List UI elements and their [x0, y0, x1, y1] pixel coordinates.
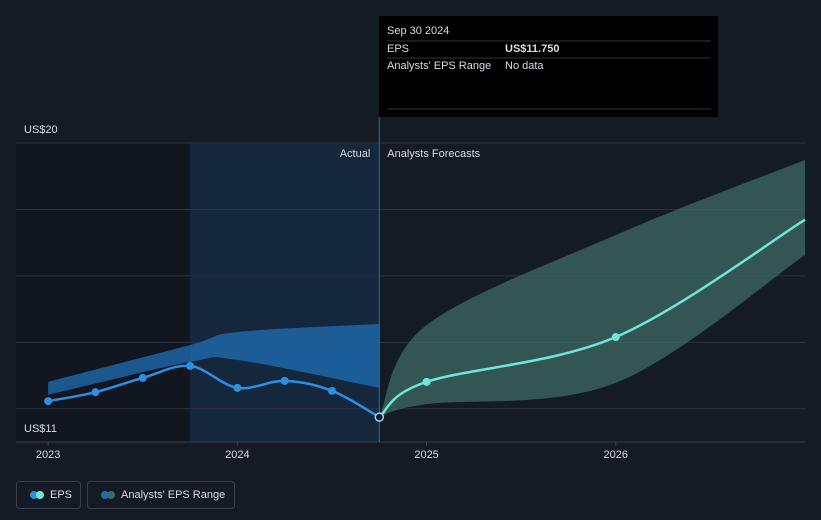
tooltip-key: Analysts' EPS Range: [387, 60, 491, 72]
range-area: [48, 324, 380, 395]
legend-item[interactable]: [87, 481, 235, 509]
y-tick-label: US$20: [24, 124, 58, 136]
eps-point: [186, 361, 195, 370]
eps-line: [378, 218, 806, 419]
forecast-label: Analysts Forecasts: [387, 148, 480, 160]
eps-point: [422, 377, 431, 386]
legend-swatch: [30, 491, 38, 499]
actual-label: Actual: [340, 148, 371, 160]
legend-swatch: [107, 491, 115, 499]
eps-line: [47, 364, 380, 419]
legend-item[interactable]: [16, 481, 81, 509]
y-tick-label: US$11: [24, 423, 57, 435]
tooltip-value: No data: [505, 60, 544, 72]
tooltip-value: US$11.750: [505, 43, 559, 55]
eps-point: [280, 376, 289, 385]
legend-swatch: [36, 491, 44, 499]
tooltip: [379, 16, 718, 117]
eps-point: [611, 333, 620, 342]
tooltip-key: EPS: [387, 43, 409, 55]
range-area: [379, 159, 805, 418]
highlight-shade: [190, 143, 380, 442]
legend-swatch: [101, 491, 109, 499]
x-tick-label: 2024: [225, 449, 249, 461]
tooltip-date: Sep 30 2024: [387, 25, 449, 37]
eps-point: [44, 397, 53, 406]
eps-point: [327, 386, 336, 395]
x-tick-label: 2026: [604, 449, 628, 461]
x-tick-label: 2025: [414, 449, 438, 461]
legend-label: EPS: [50, 489, 72, 501]
past-shade: [16, 143, 191, 442]
legend-label: Analysts' EPS Range: [121, 489, 225, 501]
x-tick-label: 2023: [36, 449, 60, 461]
eps-point: [138, 373, 147, 382]
eps-point: [233, 383, 242, 392]
eps-point: [91, 388, 100, 397]
eps-point: [374, 412, 385, 422]
